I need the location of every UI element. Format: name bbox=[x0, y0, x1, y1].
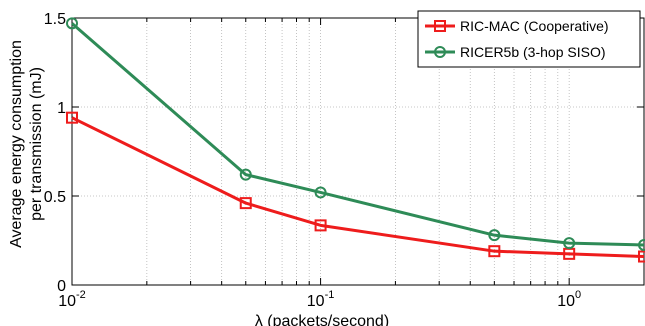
series-line bbox=[71, 22, 645, 247]
data-point bbox=[488, 245, 501, 258]
series-lines bbox=[66, 17, 645, 263]
legend-marker-ricer5b bbox=[434, 46, 446, 58]
x-tick-label: 10-2 bbox=[58, 289, 86, 310]
legend: RIC-MAC (Cooperative) RICER5b (3-hop SIS… bbox=[417, 10, 641, 68]
y-axis-label-line1: Average energy consumption bbox=[8, 40, 25, 248]
legend-marker-ric-mac bbox=[434, 20, 446, 32]
data-point bbox=[314, 186, 327, 199]
series-2 bbox=[66, 17, 645, 251]
plot-frame bbox=[71, 17, 645, 286]
data-point bbox=[638, 250, 645, 263]
series-line bbox=[71, 116, 645, 259]
data-point bbox=[314, 219, 327, 232]
x-tick-label: 10-1 bbox=[307, 289, 335, 310]
x-tick-labels: 10-2 10-1 100 bbox=[58, 289, 581, 310]
x-tick-label: 100 bbox=[557, 289, 581, 310]
y-tick-labels: 0 0.5 1 1.5 bbox=[44, 11, 66, 295]
data-point bbox=[488, 229, 501, 242]
data-point bbox=[638, 238, 645, 251]
y-tick-label: 0 bbox=[57, 278, 66, 295]
y-tick-label: 1 bbox=[57, 100, 66, 117]
data-point bbox=[239, 197, 252, 210]
y-axis-label-line2: per transmission (mJ) bbox=[28, 67, 45, 221]
legend-box bbox=[417, 10, 641, 68]
data-point bbox=[239, 168, 252, 181]
series-1 bbox=[66, 111, 645, 263]
data-point bbox=[66, 111, 78, 124]
legend-label-ricer5b: RICER5b (3-hop SISO) bbox=[460, 44, 606, 60]
y-tick-label: 1.5 bbox=[44, 11, 66, 28]
data-point bbox=[66, 17, 78, 30]
y-tick-label: 0.5 bbox=[44, 189, 66, 206]
x-axis-label: λ (packets/second) bbox=[255, 313, 389, 326]
legend-label-ric-mac: RIC-MAC (Cooperative) bbox=[460, 18, 609, 34]
data-point bbox=[563, 237, 576, 250]
